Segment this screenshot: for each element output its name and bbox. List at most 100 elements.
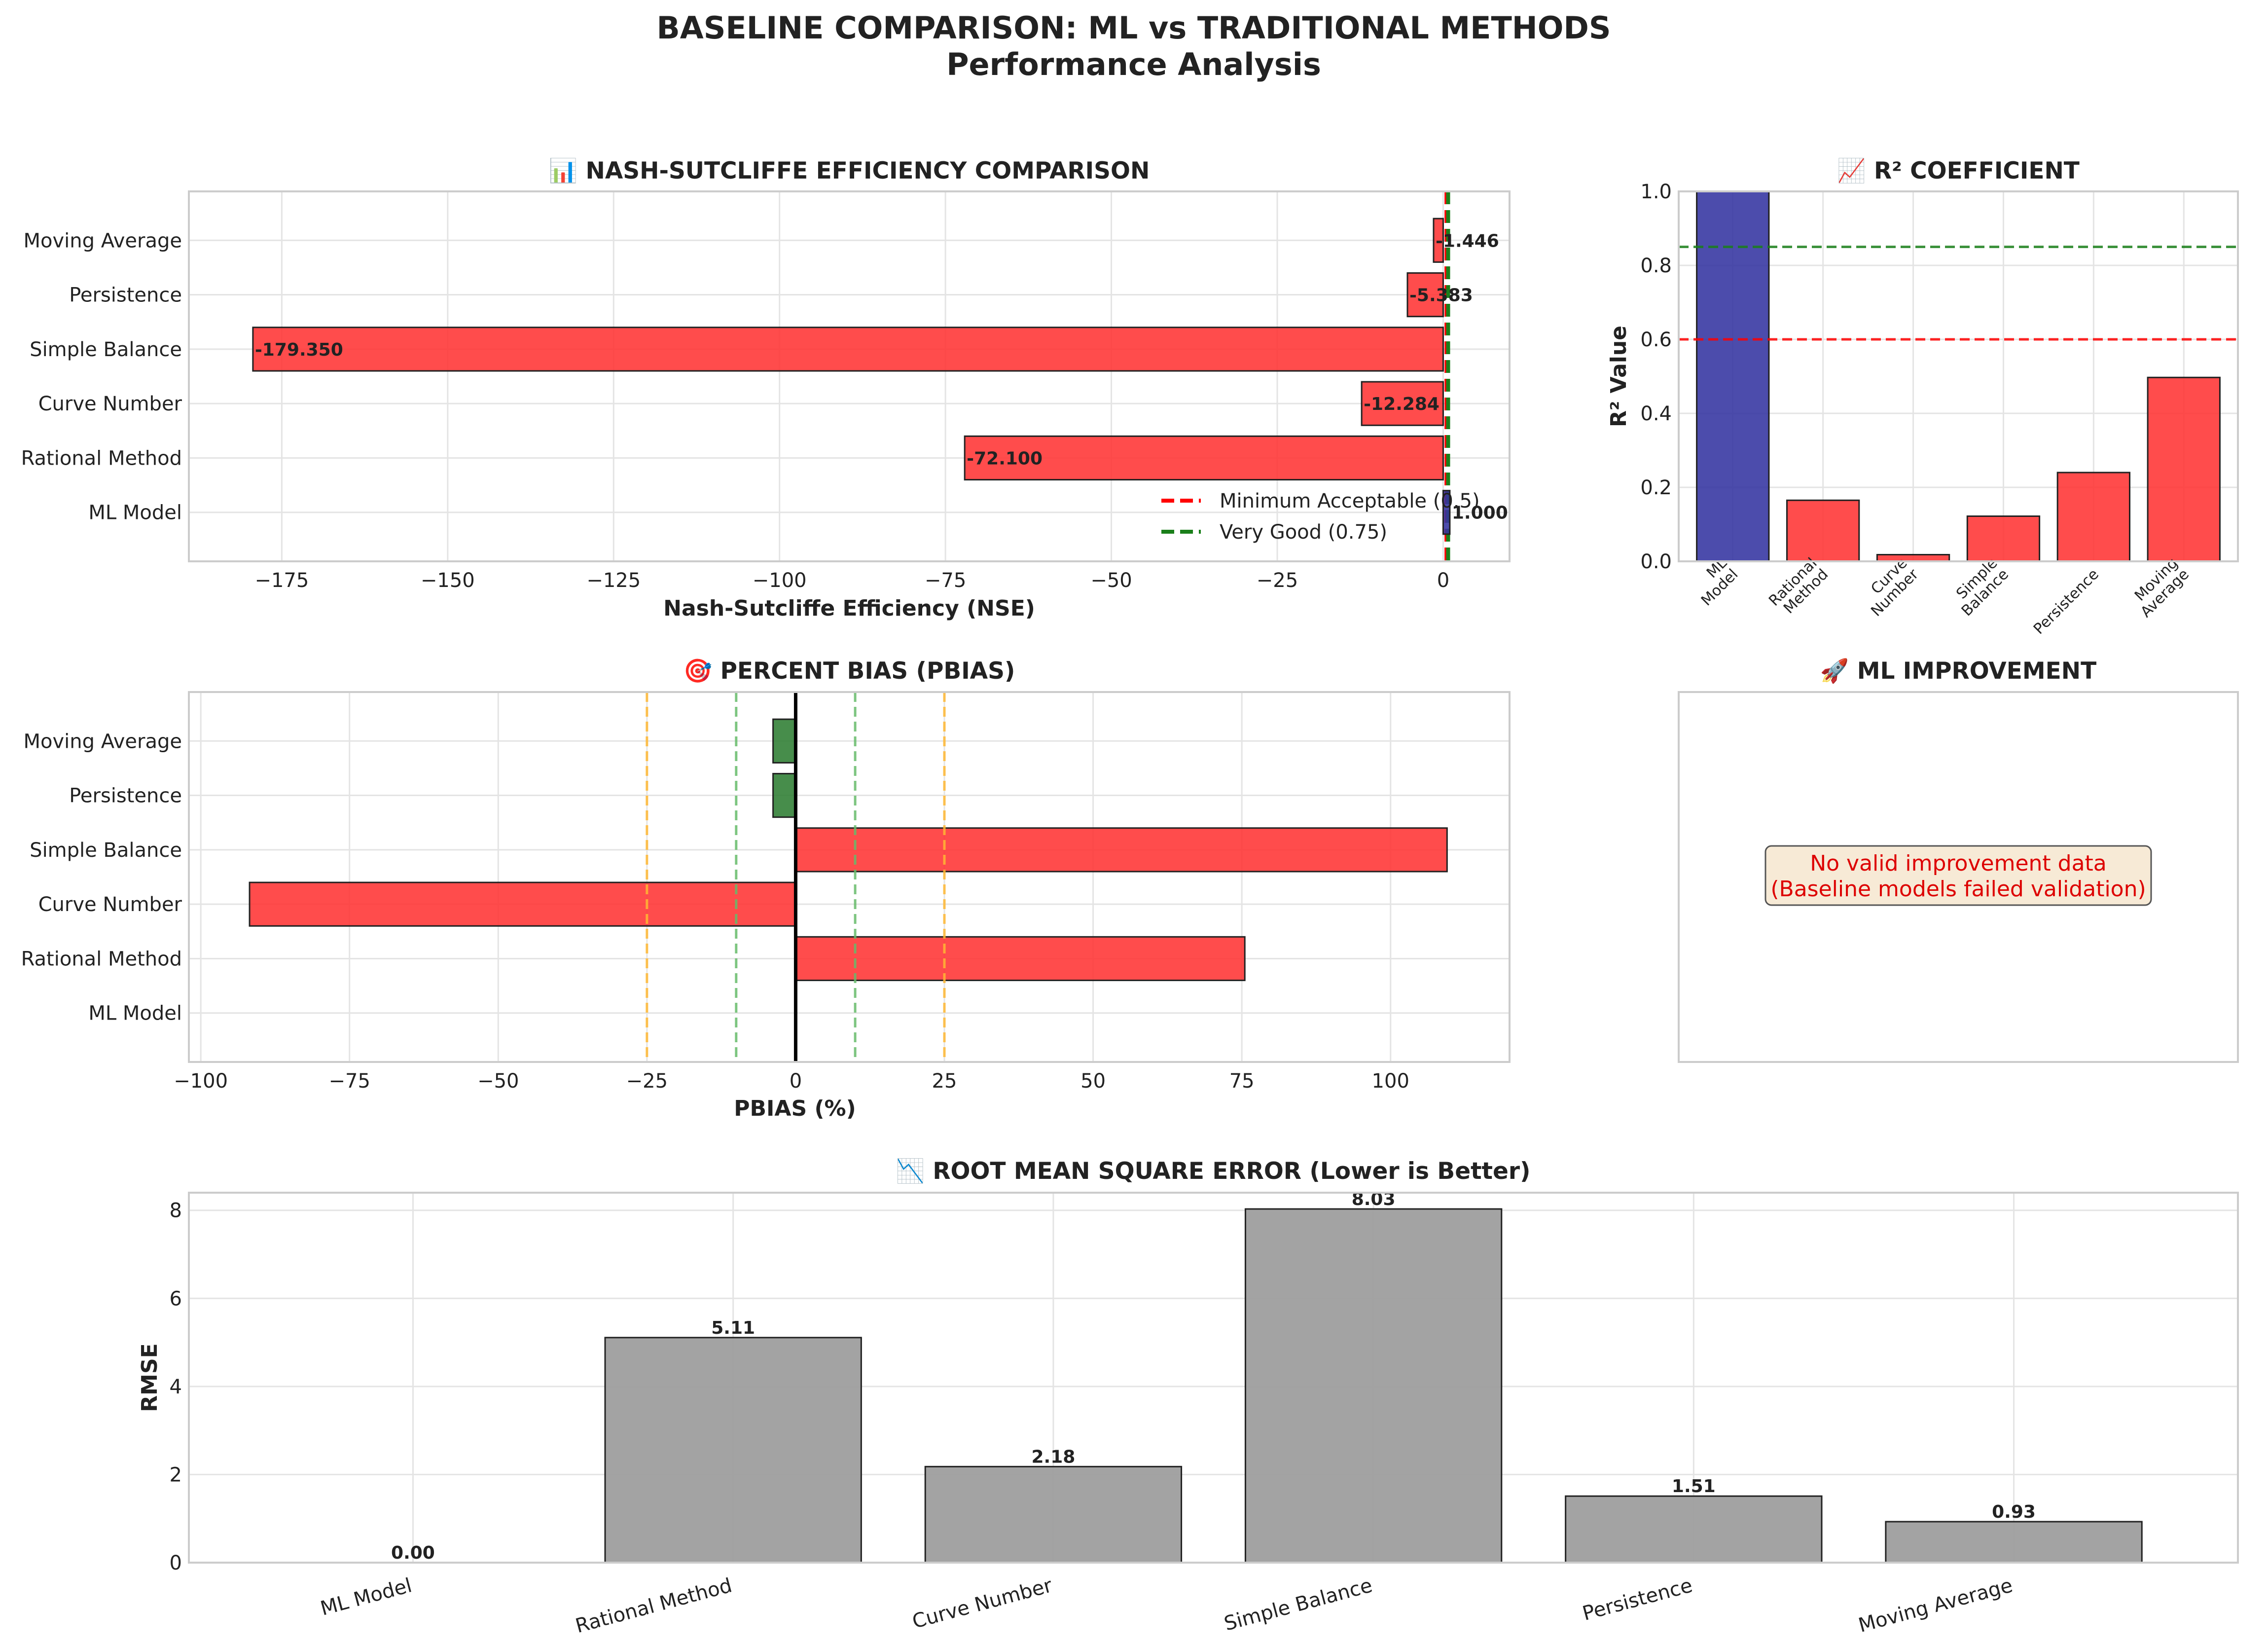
rmse-plot-area [189,1193,2238,1563]
pbias-x-tick-label: 0 [790,1070,802,1093]
improvement-frame [1678,691,2239,1063]
pbias-x-tick-label: 75 [1229,1070,1255,1093]
nse-plot-area [189,191,1510,561]
nse-category-simple-balance: Simple Balance [30,338,182,361]
pbias-category-moving-average: Moving Average [24,730,182,753]
pbias-title: 🎯 PERCENT BIAS (PBIAS) [684,658,1015,685]
nse-bar-rational-method [964,435,1444,481]
r2-bar-simple-balance [1966,515,2041,562]
pbias-category-curve-number: Curve Number [38,893,182,916]
figure-title-line2: Performance Analysis [946,46,1321,82]
r2-bar-rational-method [1786,499,1860,562]
rmse-bar-curve-number [924,1465,1183,1564]
rmse-value-label-curve-number: 2.18 [1031,1447,1075,1467]
r2-y-tick-label: 0.0 [1640,550,1672,573]
improvement-message-box [1764,845,2152,906]
pbias-chart: ML Model Rational Method Curve Number Simpl… [21,658,1511,1121]
rmse-y-tick-label: 0 [170,1552,182,1574]
rmse-value-label-persistence: 1.51 [1672,1476,1716,1497]
nse-frame [188,190,1511,562]
pbias-bar-simple-balance [794,827,1448,873]
pbias-reference-lines [646,692,946,1062]
pbias-x-tick-label: 50 [1080,1070,1106,1093]
nse-value-label-moving-average: -1.446 [1436,231,1499,251]
improvement-title: 🚀 ML IMPROVEMENT [1820,658,2096,685]
nse-tick-labels: −175 −150 −125 −100 −75 −50 −25 0 [254,569,1449,592]
r2-y-tick-label: 0.6 [1640,329,1672,351]
nse-x-axis-label: Nash-Sutcliffe Efficiency (NSE) [663,596,1035,621]
nse-value-label-persistence: -5.383 [1409,286,1473,306]
rmse-y-axis-label: RMSE [137,1343,162,1412]
pbias-category-ml-model: ML Model [88,1002,182,1025]
nse-bars [252,218,1451,535]
r2-reference-lines [1679,246,2238,341]
nse-value-label-simple-balance: -179.350 [255,340,343,360]
nse-bar-ml-model [1442,490,1451,535]
rmse-bar-rational-method [604,1337,862,1564]
legend-label-very-good: Very Good (0.75) [1220,521,1387,544]
nse-x-tick-label: 0 [1437,569,1449,592]
nse-category-labels: ML Model Rational Method Curve Number Simpl… [21,229,182,524]
rmse-tick-labels: 0 2 4 6 8 [170,1200,182,1574]
r2-bar-persistence [2056,472,2131,562]
figure-title-line1: BASELINE COMPARISON: ML vs TRADITIONAL M… [656,10,1611,46]
pbias-x-tick-label: −50 [477,1070,519,1093]
nse-chart: 1.000-72.100-12.284-179.350-5.383-1.446 … [21,157,1511,621]
pbias-x-tick-label: −75 [328,1070,370,1093]
rmse-value-label-ml-model: 0.00 [391,1543,435,1563]
nse-x-tick-label: −125 [586,569,641,592]
nse-value-label-ml-model: 1.000 [1452,503,1508,523]
rmse-y-tick-label: 4 [170,1376,182,1398]
improvement-message-line2: (Baseline models failed validation) [1770,877,2146,902]
r2-y-tick-label: 0.4 [1640,402,1672,425]
rmse-y-tick-label: 8 [170,1200,182,1222]
r2-y-axis-label: R² Value [1606,326,1631,427]
pbias-bar-rational-method [794,936,1246,982]
nse-bar-simple-balance [252,327,1444,372]
rmse-y-tick-label: 2 [170,1463,182,1486]
nse-category-persistence: Persistence [69,284,182,307]
pbias-x-tick-label: −100 [174,1070,228,1093]
nse-x-tick-label: −100 [753,569,807,592]
pbias-x-tick-label: −25 [626,1070,668,1093]
rmse-frame [188,1192,2239,1564]
nse-value-labels: 1.000 -72.100 -12.284 -179.350 -5.383 -1.446 [255,231,1508,523]
r2-plot-area [1679,191,2238,561]
rmse-value-labels: 0.005.112.188.031.510.93 [391,1189,2036,1563]
improvement-message-line1: No valid improvement data [1810,851,2107,876]
pbias-bars [249,718,1448,982]
rmse-title: 📉 ROOT MEAN SQUARE ERROR (Lower is Bette… [896,1158,1530,1185]
rmse-y-tick-label: 6 [170,1287,182,1310]
rmse-value-label-moving-average: 0.93 [1992,1502,2036,1522]
r2-title: 📈 R² COEFFICIENT [1837,157,2080,184]
legend-label-minimum: Minimum Acceptable (0.5) [1220,490,1480,512]
nse-bar-curve-number [1361,381,1444,426]
rmse-bar-simple-balance [1244,1208,1503,1564]
nse-category-rational-method: Rational Method [21,447,182,470]
rmse-bars [604,1208,2143,1564]
r2-frame [1678,190,2239,562]
pbias-bar-moving-average [772,718,796,764]
pbias-tick-labels: −100 −75 −50 −25 0 25 50 75 100 [174,1070,1409,1093]
r2-y-tick-label: 0.8 [1640,255,1672,277]
nse-category-curve-number: Curve Number [38,393,182,415]
pbias-bar-persistence [772,772,796,818]
pbias-x-axis-label: PBIAS (%) [734,1096,856,1121]
pbias-category-persistence: Persistence [69,785,182,807]
nse-x-tick-label: −50 [1090,569,1132,592]
rmse-bar-moving-average [1885,1521,2143,1564]
nse-x-tick-label: −25 [1257,569,1298,592]
pbias-bar-curve-number [249,881,796,927]
pbias-frame [188,691,1511,1063]
nse-value-label-curve-number: -12.284 [1364,394,1440,414]
r2-bar-moving-average [2147,376,2221,562]
nse-value-label-rational-method: -72.100 [967,448,1043,469]
pbias-plot-area [189,692,1510,1062]
pbias-category-rational-method: Rational Method [21,948,182,970]
nse-bar-moving-average [1433,218,1444,263]
pbias-x-tick-label: 100 [1372,1070,1409,1093]
rmse-bar-persistence [1565,1495,1823,1564]
ml-improvement-panel: 🚀 ML IMPROVEMENT No valid improvement da… [1678,658,2239,1063]
nse-category-ml-model: ML Model [88,502,182,524]
r2-tick-labels: 0.0 0.2 0.4 0.6 0.8 1.0 [1640,181,1672,573]
